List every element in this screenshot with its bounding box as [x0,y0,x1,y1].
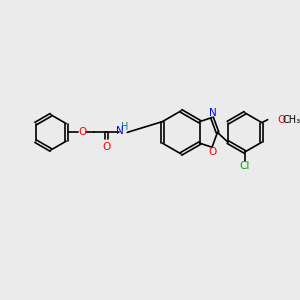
Text: O: O [277,115,286,125]
Text: O: O [209,147,217,157]
Text: N: N [209,108,217,118]
Text: O: O [78,128,86,137]
Text: O: O [103,142,111,152]
Text: CH₃: CH₃ [282,115,300,125]
Text: N: N [116,126,124,136]
Text: H: H [121,122,128,133]
Text: Cl: Cl [240,161,250,171]
